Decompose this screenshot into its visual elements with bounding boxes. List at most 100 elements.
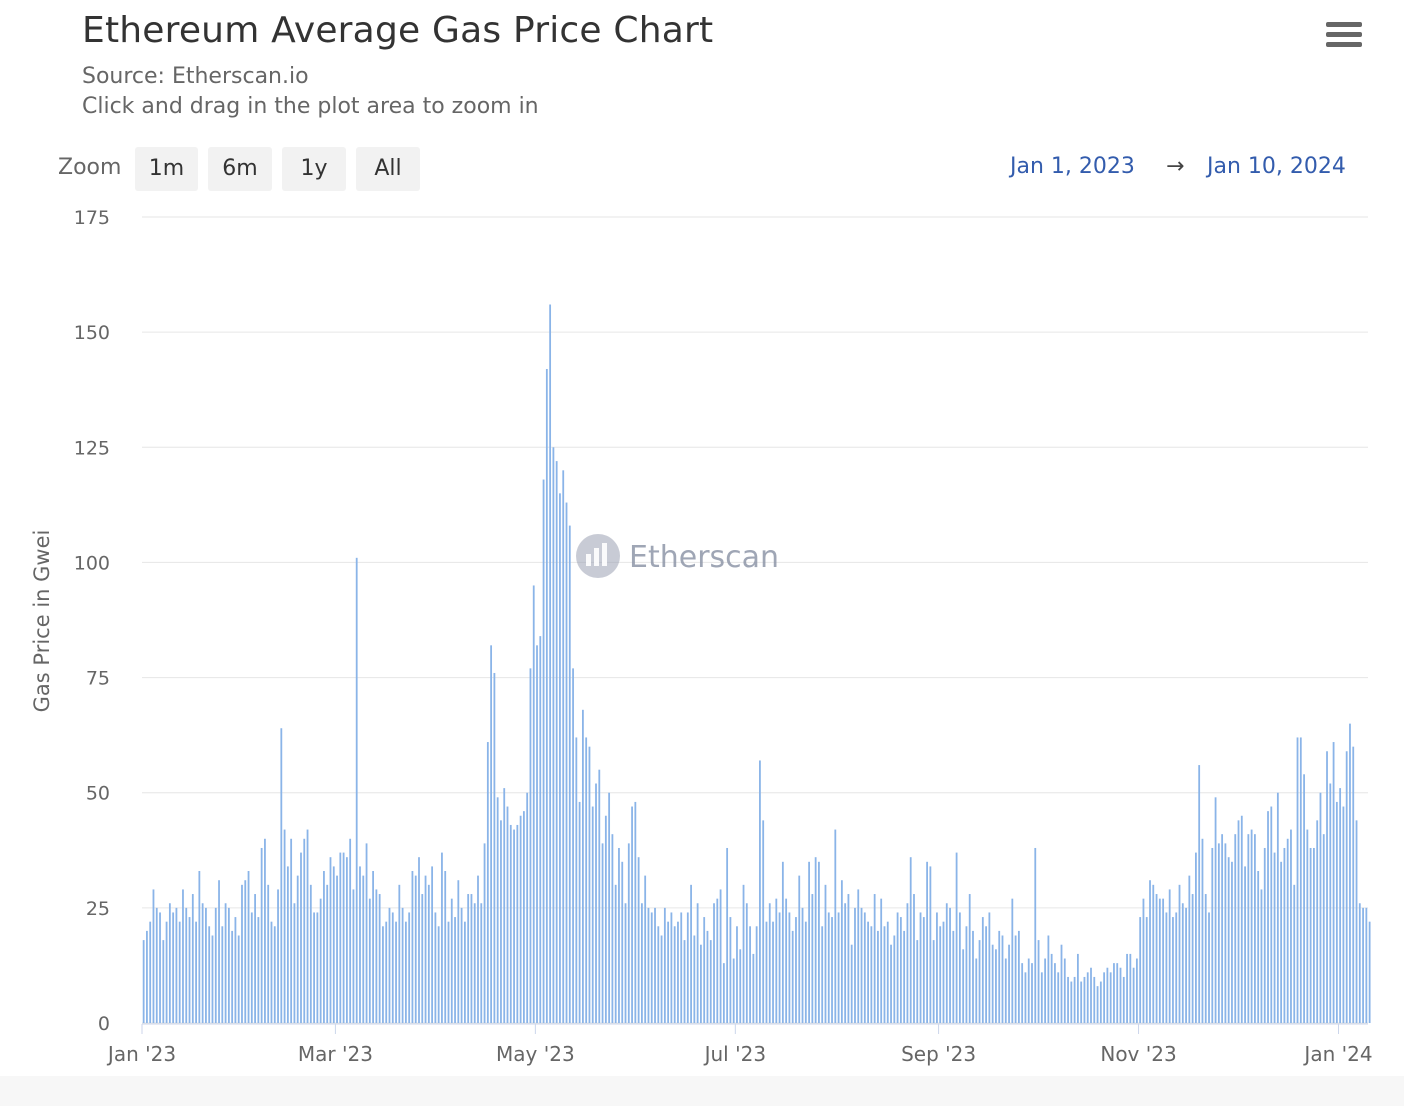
bar[interactable] xyxy=(844,903,847,1023)
bar[interactable] xyxy=(503,788,506,1023)
bar[interactable] xyxy=(260,847,263,1023)
bar[interactable] xyxy=(450,898,453,1023)
bar[interactable] xyxy=(1299,737,1302,1023)
range-from-input[interactable]: Jan 1, 2023 xyxy=(1010,154,1135,179)
bar[interactable] xyxy=(1335,801,1338,1023)
zoom-all-button[interactable]: All xyxy=(356,147,420,191)
bar[interactable] xyxy=(745,903,748,1023)
bar[interactable] xyxy=(1332,742,1335,1023)
bar[interactable] xyxy=(1221,834,1224,1023)
bar[interactable] xyxy=(624,903,627,1023)
bar[interactable] xyxy=(306,829,309,1023)
bar[interactable] xyxy=(1339,788,1342,1023)
bar[interactable] xyxy=(778,912,781,1023)
bar[interactable] xyxy=(955,852,958,1023)
bar[interactable] xyxy=(1155,894,1158,1023)
bar[interactable] xyxy=(677,921,679,1023)
bar[interactable] xyxy=(896,912,899,1023)
bar[interactable] xyxy=(949,907,951,1023)
bar[interactable] xyxy=(388,907,391,1023)
bar[interactable] xyxy=(283,829,286,1023)
bar[interactable] xyxy=(1247,834,1250,1023)
bar[interactable] xyxy=(296,875,299,1023)
bar[interactable] xyxy=(768,903,771,1023)
bar[interactable] xyxy=(437,926,440,1023)
bar[interactable] xyxy=(1201,838,1204,1023)
bar[interactable] xyxy=(719,889,722,1023)
bar[interactable] xyxy=(155,907,158,1023)
bar[interactable] xyxy=(647,907,650,1023)
bar[interactable] xyxy=(995,949,997,1023)
bar[interactable] xyxy=(470,894,473,1023)
bar[interactable] xyxy=(1054,963,1056,1023)
bar[interactable] xyxy=(1280,861,1283,1023)
bar[interactable] xyxy=(1217,843,1220,1023)
bar[interactable] xyxy=(837,912,840,1023)
bar[interactable] xyxy=(539,636,542,1023)
bar[interactable] xyxy=(886,921,889,1023)
bar[interactable] xyxy=(1208,912,1210,1023)
bar[interactable] xyxy=(454,917,456,1023)
bar[interactable] xyxy=(168,903,171,1023)
bar[interactable] xyxy=(667,921,670,1023)
bar[interactable] xyxy=(175,907,178,1023)
bar[interactable] xyxy=(277,889,279,1023)
bar[interactable] xyxy=(906,903,909,1023)
bar[interactable] xyxy=(1329,783,1332,1024)
bar[interactable] xyxy=(742,884,745,1023)
bar[interactable] xyxy=(1060,944,1063,1023)
bar[interactable] xyxy=(965,926,968,1023)
bar[interactable] xyxy=(1368,921,1371,1023)
bar[interactable] xyxy=(1040,972,1043,1023)
bar[interactable] xyxy=(1263,847,1266,1023)
bar[interactable] xyxy=(244,880,247,1023)
bar[interactable] xyxy=(1099,981,1102,1023)
bar[interactable] xyxy=(1086,972,1089,1023)
bar[interactable] xyxy=(916,940,919,1023)
bar[interactable] xyxy=(621,861,624,1023)
bar[interactable] xyxy=(752,953,755,1023)
bar[interactable] xyxy=(224,903,227,1023)
bar[interactable] xyxy=(1119,967,1122,1023)
bar[interactable] xyxy=(1191,894,1194,1023)
bar[interactable] xyxy=(804,921,807,1023)
bar[interactable] xyxy=(575,737,578,1023)
bar[interactable] xyxy=(264,838,266,1023)
bar[interactable] xyxy=(1178,884,1181,1023)
bar[interactable] xyxy=(1031,963,1033,1023)
bar[interactable] xyxy=(1296,737,1299,1023)
bar[interactable] xyxy=(588,746,591,1023)
bar[interactable] xyxy=(608,792,611,1023)
bar[interactable] xyxy=(513,829,515,1023)
bar[interactable] xyxy=(1319,792,1322,1023)
bar[interactable] xyxy=(1185,907,1187,1023)
bar[interactable] xyxy=(1293,884,1296,1023)
bar[interactable] xyxy=(801,907,804,1023)
bar[interactable] xyxy=(477,875,479,1023)
bar[interactable] xyxy=(273,926,276,1023)
bar[interactable] xyxy=(972,930,974,1023)
bar[interactable] xyxy=(1345,751,1348,1023)
bar[interactable] xyxy=(1113,963,1115,1023)
bar[interactable] xyxy=(336,875,338,1023)
bar[interactable] xyxy=(1116,963,1119,1023)
bar[interactable] xyxy=(444,871,447,1023)
bar[interactable] xyxy=(1349,723,1351,1023)
bar[interactable] xyxy=(208,926,211,1023)
bar[interactable] xyxy=(703,917,706,1023)
bar[interactable] xyxy=(529,668,532,1023)
bar[interactable] xyxy=(670,912,673,1023)
bar[interactable] xyxy=(506,806,509,1023)
bar[interactable] xyxy=(559,493,561,1024)
bar[interactable] xyxy=(781,861,784,1023)
bar[interactable] xyxy=(981,917,984,1023)
bar[interactable] xyxy=(686,912,689,1023)
bar[interactable] xyxy=(326,884,329,1023)
bar[interactable] xyxy=(860,907,863,1023)
bar[interactable] xyxy=(1198,765,1201,1023)
bar[interactable] xyxy=(867,921,869,1023)
bar[interactable] xyxy=(627,843,630,1023)
bar[interactable] xyxy=(434,912,437,1023)
bar[interactable] xyxy=(565,502,568,1023)
bar[interactable] xyxy=(1234,834,1237,1023)
